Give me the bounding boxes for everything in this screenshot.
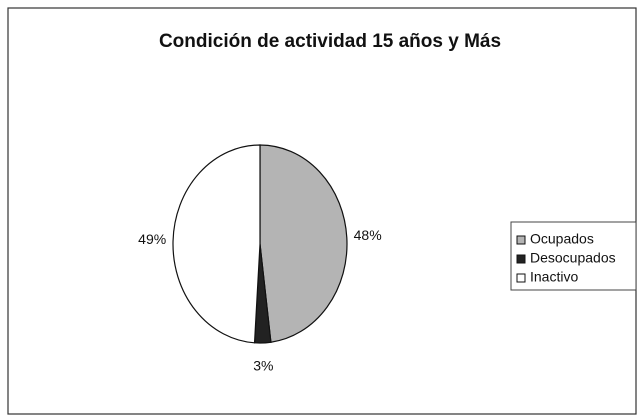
legend-box: [510, 221, 637, 291]
legend-swatch: [516, 273, 526, 283]
chart-title: Condición de actividad 15 años y Más: [159, 31, 501, 52]
legend-label: Inactivo: [530, 269, 578, 285]
data-label: 48%: [354, 227, 382, 243]
data-label: 49%: [138, 231, 166, 247]
legend-swatch: [516, 235, 526, 245]
legend-label: Desocupados: [530, 250, 616, 266]
pie-slice: [172, 144, 261, 344]
legend-label: Ocupados: [530, 231, 594, 247]
legend-swatch: [516, 254, 526, 264]
pie-slice: [259, 144, 348, 343]
data-label: 3%: [253, 357, 273, 373]
